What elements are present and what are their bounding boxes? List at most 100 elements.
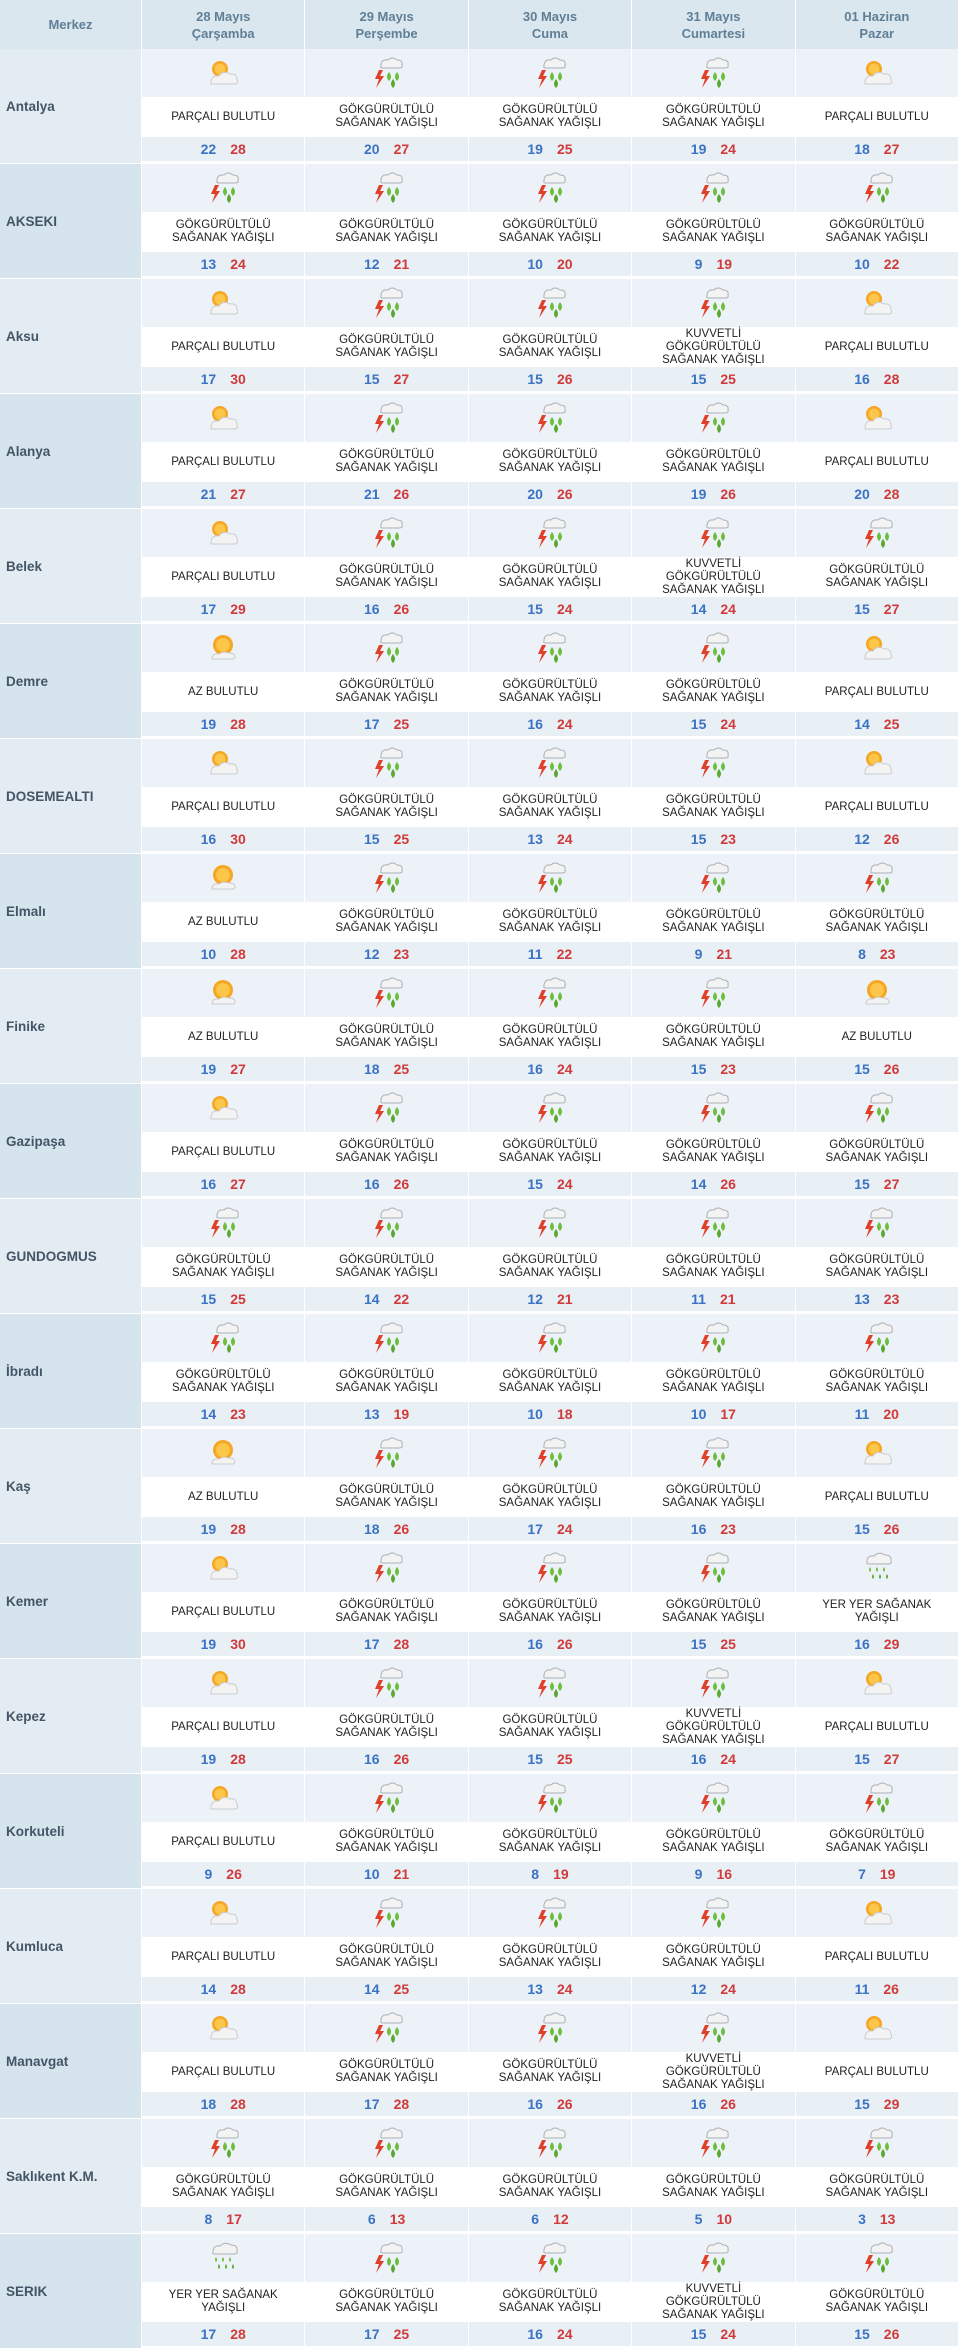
- partly-cloudy-icon: [795, 1889, 958, 1937]
- weather-description: YER YER SAĞANAK YAĞIŞLI: [795, 1592, 958, 1632]
- max-temp: 26: [556, 1636, 573, 1652]
- max-temp: 28: [230, 1981, 246, 1997]
- forecast-cell: PARÇALI BULUTLU 18 27: [795, 49, 959, 164]
- min-temp: 15: [690, 1061, 707, 1077]
- min-temp: 12: [364, 946, 380, 962]
- city-name-link[interactable]: DOSEMEALTI: [0, 738, 142, 854]
- forecast-cell: GÖKGÜRÜLTÜLÜ SAĞANAK YAĞIŞLI 16 26: [304, 508, 469, 624]
- forecast-cell: GÖKGÜRÜLTÜLÜ SAĞANAK YAĞIŞLI 20 26: [468, 393, 633, 509]
- city-name-link[interactable]: GUNDOGMUS: [0, 1198, 142, 1314]
- thunder-shower-icon: [305, 1544, 468, 1592]
- weather-description: GÖKGÜRÜLTÜLÜ SAĞANAK YAĞIŞLI: [468, 1592, 632, 1632]
- weather-description: GÖKGÜRÜLTÜLÜ SAĞANAK YAĞIŞLI: [305, 1017, 468, 1057]
- city-name-link[interactable]: Aksu: [0, 278, 142, 394]
- temperature-range: 15 24: [632, 2322, 795, 2346]
- city-name-link[interactable]: Antalya: [0, 49, 142, 164]
- temperature-range: 15 27: [795, 597, 958, 621]
- city-name-link[interactable]: Gazipaşa: [0, 1083, 142, 1199]
- max-temp: 24: [230, 256, 246, 272]
- city-name-link[interactable]: Manavgat: [0, 2003, 142, 2119]
- max-temp: 24: [556, 601, 573, 617]
- forecast-cell: GÖKGÜRÜLTÜLÜ SAĞANAK YAĞIŞLI 13 24: [141, 163, 306, 279]
- temperature-range: 17 28: [305, 1632, 468, 1656]
- forecast-row: Saklıkent K.M. GÖKGÜRÜLTÜLÜ SAĞANAK YAĞIŞ…: [0, 2118, 959, 2234]
- temperature-range: 21 26: [305, 482, 468, 506]
- forecast-cell: GÖKGÜRÜLTÜLÜ SAĞANAK YAĞIŞLI 18 25: [304, 968, 469, 1084]
- thunder-shower-icon: [305, 1199, 468, 1247]
- temperature-range: 22 28: [142, 137, 305, 161]
- city-name-link[interactable]: İbradı: [0, 1313, 142, 1429]
- weather-description: KUVVETLİ GÖKGÜRÜLTÜLÜ SAĞANAK YAĞIŞLI: [632, 327, 795, 367]
- city-name-link[interactable]: Kemer: [0, 1543, 142, 1659]
- min-temp: 20: [364, 141, 380, 157]
- max-temp: 29: [230, 601, 246, 617]
- forecast-cell: AZ BULUTLU 19 28: [141, 623, 306, 739]
- min-temp: 16: [527, 1636, 543, 1652]
- city-name-link[interactable]: Kumluca: [0, 1888, 142, 2004]
- partly-cloudy-icon: [142, 49, 305, 97]
- city-name-link[interactable]: Alanya: [0, 393, 142, 509]
- min-temp: 9: [694, 1866, 703, 1882]
- city-name-link[interactable]: Elmalı: [0, 853, 142, 969]
- thunder-shower-icon: [468, 2234, 632, 2282]
- temperature-range: 16 26: [305, 1172, 468, 1196]
- day-header: 01 Haziran Pazar: [795, 0, 959, 49]
- thunder-shower-icon: [142, 1199, 305, 1247]
- thunder-shower-icon: [632, 1544, 795, 1592]
- min-temp: 3: [858, 2211, 866, 2227]
- forecast-cell: GÖKGÜRÜLTÜLÜ SAĞANAK YAĞIŞLI 17 24: [468, 1428, 633, 1544]
- max-temp: 24: [720, 1751, 736, 1767]
- forecast-cell: GÖKGÜRÜLTÜLÜ SAĞANAK YAĞIŞLI 16 24: [468, 623, 633, 739]
- forecast-cell: PARÇALI BULUTLU 14 28: [141, 1888, 306, 2004]
- max-temp: 23: [720, 1521, 736, 1537]
- forecast-cell: PARÇALI BULUTLU 12 26: [795, 738, 959, 854]
- forecast-cell: GÖKGÜRÜLTÜLÜ SAĞANAK YAĞIŞLI 13 24: [468, 738, 633, 854]
- weather-description: YER YER SAĞANAK YAĞIŞLI: [142, 2282, 305, 2322]
- min-temp: 19: [690, 141, 707, 157]
- min-temp: 6: [531, 2211, 540, 2227]
- forecast-cell: GÖKGÜRÜLTÜLÜ SAĞANAK YAĞIŞLI 12 24: [631, 1888, 796, 2004]
- temperature-range: 10 17: [632, 1402, 795, 1426]
- forecast-cell: GÖKGÜRÜLTÜLÜ SAĞANAK YAĞIŞLI 13 23: [795, 1198, 959, 1314]
- forecast-cell: PARÇALI BULUTLU 21 27: [141, 393, 306, 509]
- max-temp: 19: [553, 1866, 569, 1882]
- max-temp: 27: [230, 486, 246, 502]
- weather-description: AZ BULUTLU: [142, 672, 305, 712]
- thunder-shower-icon: [795, 1199, 958, 1247]
- temperature-range: 15 29: [795, 2092, 958, 2116]
- max-temp: 28: [230, 1751, 246, 1767]
- forecast-cell: YER YER SAĞANAK YAĞIŞLI 16 29: [795, 1543, 959, 1659]
- temperature-range: 18 25: [305, 1057, 468, 1081]
- city-name-link[interactable]: SERIK: [0, 2233, 142, 2349]
- city-name-link[interactable]: Kepez: [0, 1658, 142, 1774]
- weather-description: PARÇALI BULUTLU: [795, 2052, 958, 2092]
- header-row: Merkez 28 Mayıs Çarşamba 29 Mayıs Perşembe 3…: [0, 0, 959, 49]
- min-temp: 20: [527, 486, 543, 502]
- max-temp: 25: [393, 1981, 410, 1997]
- max-temp: 21: [393, 1866, 410, 1882]
- max-temp: 26: [556, 2096, 573, 2112]
- city-name-link[interactable]: Belek: [0, 508, 142, 624]
- forecast-row: Alanya PARÇALI BULUTLU 21 27 GÖKGÜRÜLTÜLÜ SA…: [0, 393, 959, 509]
- weather-description: GÖKGÜRÜLTÜLÜ SAĞANAK YAĞIŞLI: [795, 1132, 958, 1172]
- temperature-range: 15 27: [305, 367, 468, 391]
- shower-icon: [795, 1544, 958, 1592]
- min-temp: 19: [200, 1061, 217, 1077]
- city-name-link[interactable]: Korkuteli: [0, 1773, 142, 1889]
- city-name-link[interactable]: Demre: [0, 623, 142, 739]
- city-name-link[interactable]: Finike: [0, 968, 142, 1084]
- city-name-link[interactable]: Kaş: [0, 1428, 142, 1544]
- city-name-link[interactable]: Saklıkent K.M.: [0, 2118, 142, 2234]
- day-header: 31 Mayıs Cumartesi: [631, 0, 796, 49]
- weather-description: GÖKGÜRÜLTÜLÜ SAĞANAK YAĞIŞLI: [468, 1937, 632, 1977]
- city-name-link[interactable]: AKSEKI: [0, 163, 142, 279]
- max-temp: 26: [556, 371, 573, 387]
- forecast-cell: GÖKGÜRÜLTÜLÜ SAĞANAK YAĞIŞLI 20 27: [304, 49, 469, 164]
- forecast-cell: GÖKGÜRÜLTÜLÜ SAĞANAK YAĞIŞLI 10 17: [631, 1313, 796, 1429]
- max-temp: 22: [883, 256, 900, 272]
- min-temp: 5: [694, 2211, 703, 2227]
- max-temp: 20: [883, 1406, 899, 1422]
- forecast-cell: GÖKGÜRÜLTÜLÜ SAĞANAK YAĞIŞLI 12 21: [468, 1198, 633, 1314]
- forecast-row: Kumluca PARÇALI BULUTLU 14 28 GÖKGÜRÜLTÜLÜ S…: [0, 1888, 959, 2004]
